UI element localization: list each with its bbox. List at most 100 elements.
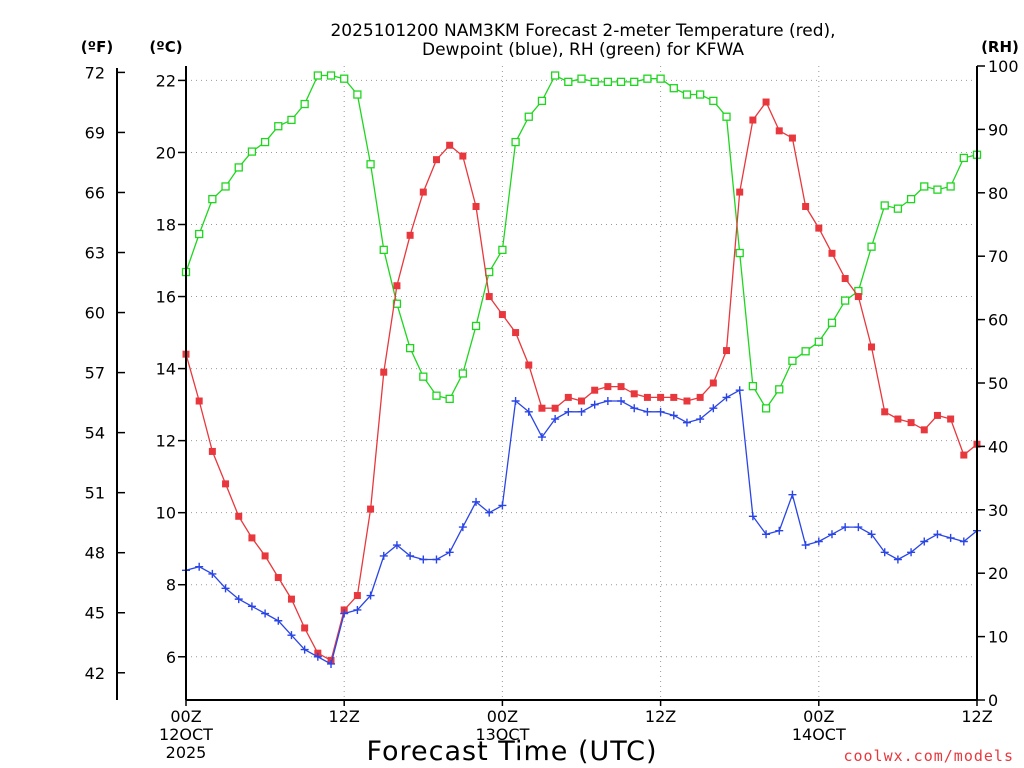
dewpoint-point	[406, 551, 415, 560]
dewpoint-point	[801, 541, 810, 550]
temperature-point	[446, 141, 454, 149]
dewpoint-point	[340, 609, 349, 618]
rh-point	[247, 147, 257, 156]
rh-point	[234, 163, 243, 172]
rh-point	[432, 391, 441, 400]
fahrenheit-unit-label: (ºF)	[81, 38, 113, 56]
rh-point	[485, 267, 494, 277]
temperature-point	[261, 552, 269, 560]
rh-point	[498, 245, 507, 255]
rh-point	[616, 77, 626, 86]
temperature-point	[222, 480, 230, 488]
time-tick-label: 00Z	[170, 707, 201, 726]
temperature-point	[617, 383, 625, 391]
temperature-point	[287, 595, 295, 603]
rh-tick-label: 70	[988, 247, 1008, 266]
temperature-point	[578, 397, 585, 405]
rh-tick-label: 10	[988, 628, 1008, 647]
series-line	[185, 74, 978, 410]
rh-point	[366, 160, 375, 169]
temperature-point	[564, 393, 572, 401]
time-tick-label: 12Z	[645, 707, 676, 726]
time-tick-label: 12OCT	[159, 725, 213, 744]
temperature-point	[933, 411, 941, 419]
time-tick-label: 12Z	[961, 707, 992, 726]
dewpoint-point	[353, 605, 362, 614]
temperature-point	[432, 156, 440, 164]
dewpoint-point	[788, 490, 797, 499]
dewpoint-point	[208, 569, 217, 578]
rh-point	[564, 77, 573, 86]
temperature-point	[709, 379, 717, 387]
dewpoint-point	[327, 659, 336, 668]
temperature-point	[498, 311, 506, 319]
rh-point	[656, 74, 665, 83]
dewpoint-point	[551, 415, 560, 424]
chart-title-line-1: 2025101200 NAM3KM Forecast 2-meter Tempe…	[330, 21, 835, 41]
temperature-point	[591, 386, 599, 394]
dewpoint-point	[379, 551, 388, 560]
temperature-point	[920, 426, 928, 434]
chart-title-line-2: Dewpoint (blue), RH (green) for KFWA	[422, 40, 744, 60]
rh-point	[313, 71, 322, 80]
rh-point	[933, 185, 942, 194]
temperature-point	[815, 224, 823, 232]
rh-point	[946, 182, 955, 191]
rh-tick-label: 90	[988, 120, 1008, 139]
celsius-tick-label: 6	[166, 648, 176, 667]
rh-point	[274, 122, 283, 131]
rh-point	[893, 204, 903, 213]
dewpoint-point	[221, 584, 230, 593]
rh-point	[392, 299, 402, 308]
time-tick-label: 12Z	[329, 707, 360, 726]
temperature-point	[683, 397, 691, 405]
rh-point	[775, 385, 784, 394]
dewpoint-point	[577, 407, 586, 416]
temperature-point	[841, 275, 849, 283]
rh-point	[537, 96, 547, 106]
dewpoint-point	[920, 537, 929, 546]
temperature-point	[828, 249, 836, 257]
temperature-point	[723, 347, 731, 355]
temperature-point	[775, 127, 783, 135]
data-series	[181, 71, 982, 668]
rh-point	[287, 115, 296, 125]
dewpoint-point	[933, 530, 942, 539]
rh-point	[511, 137, 520, 147]
temperature-point	[406, 231, 414, 239]
fahrenheit-tick-label: 54	[85, 424, 105, 443]
rh-point	[761, 404, 771, 413]
rh-tick-label: 60	[988, 311, 1008, 330]
fahrenheit-tick-label: 45	[85, 604, 105, 623]
rh-point	[405, 343, 415, 353]
dewpoint-point	[656, 407, 665, 416]
time-tick-label: 13OCT	[475, 725, 529, 744]
rh-point	[471, 321, 481, 331]
celsius-tick-label: 18	[156, 216, 176, 235]
time-tick-label: 2025	[166, 743, 207, 762]
time-tick-label: 00Z	[803, 707, 834, 726]
fahrenheit-tick-label: 57	[85, 364, 105, 383]
dewpoint-point	[946, 533, 955, 542]
fahrenheit-tick-label: 48	[85, 544, 105, 563]
dewpoint-point	[313, 652, 322, 661]
time-tick-label: 14OCT	[792, 725, 846, 744]
dewpoint-point	[775, 526, 784, 535]
dewpoint-point	[498, 501, 507, 510]
temperature-point	[525, 361, 533, 369]
rh-point	[748, 382, 758, 391]
rh-point	[445, 394, 454, 404]
celsius-tick-label: 14	[156, 360, 176, 379]
fahrenheit-tick-label: 69	[85, 123, 105, 142]
series-line	[185, 100, 978, 662]
dewpoint-point	[709, 404, 718, 413]
dewpoint-point	[300, 645, 309, 654]
rh-point	[630, 77, 639, 86]
x-axis-title: Forecast Time (UTC)	[366, 736, 657, 767]
rh-point	[827, 318, 837, 327]
rh-point	[603, 77, 613, 86]
temperature-point	[459, 152, 467, 160]
temperature-point	[551, 404, 559, 412]
dewpoint-point	[893, 555, 902, 564]
